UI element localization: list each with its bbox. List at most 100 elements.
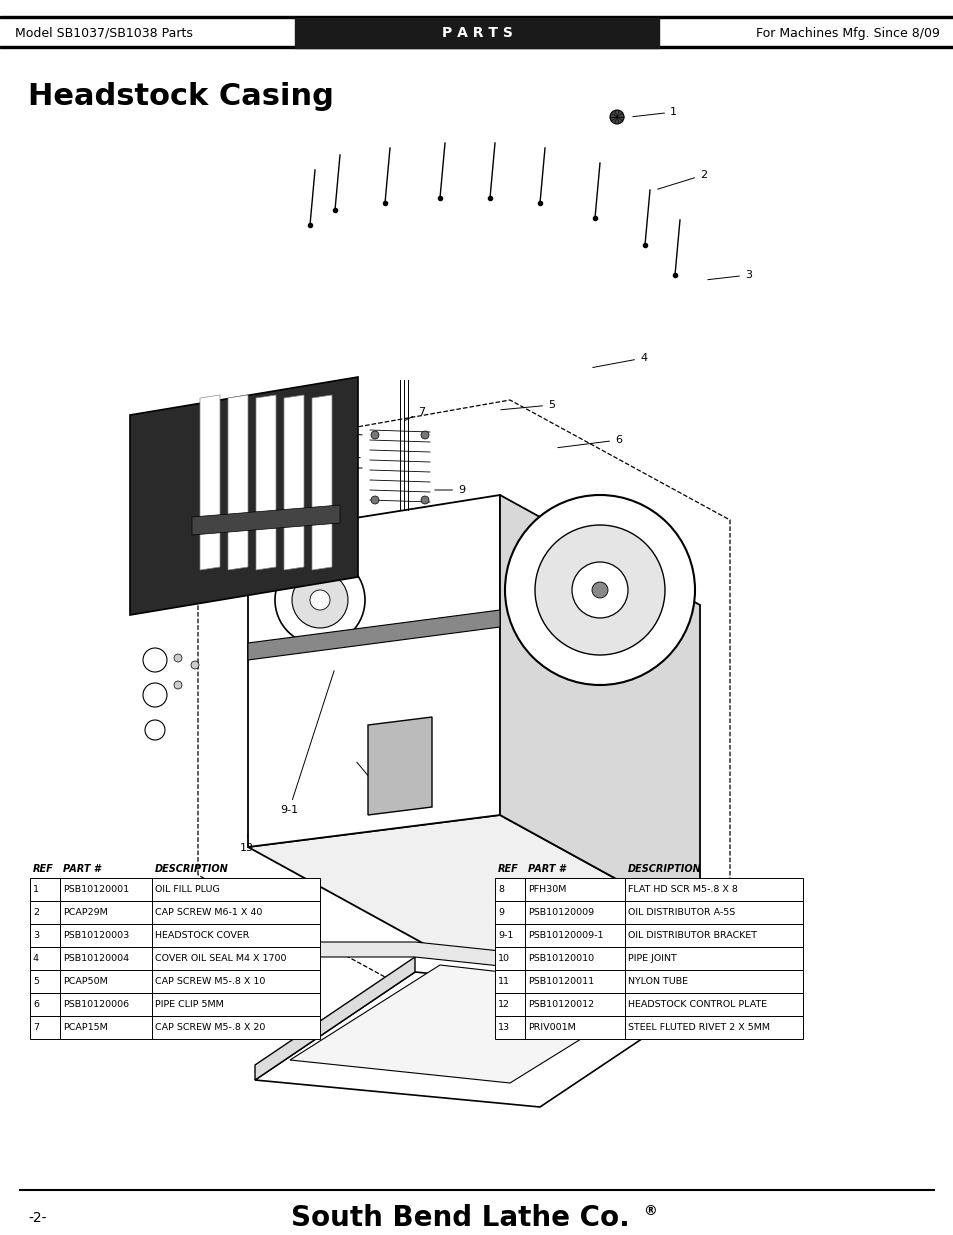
Text: CAP SCREW M5-.8 X 20: CAP SCREW M5-.8 X 20 — [154, 1023, 265, 1032]
Text: REF: REF — [497, 864, 518, 874]
Text: ®: ® — [642, 1204, 656, 1218]
Polygon shape — [284, 395, 304, 571]
Circle shape — [420, 496, 429, 504]
Text: 11: 11 — [297, 447, 360, 458]
Text: FLAT HD SCR M5-.8 X 8: FLAT HD SCR M5-.8 X 8 — [627, 885, 737, 894]
Polygon shape — [255, 395, 275, 571]
Text: 8: 8 — [497, 885, 503, 894]
Circle shape — [292, 572, 348, 629]
Circle shape — [173, 655, 182, 662]
Text: PRIV001M: PRIV001M — [527, 1023, 576, 1032]
Text: PSB10120009-1: PSB10120009-1 — [527, 931, 603, 940]
Polygon shape — [290, 965, 659, 1083]
Text: South Bend Lathe Co.: South Bend Lathe Co. — [291, 1204, 629, 1233]
Text: 9-1: 9-1 — [497, 931, 513, 940]
Bar — [0, 16, 953, 19]
Polygon shape — [248, 495, 499, 847]
Text: PSB10120004: PSB10120004 — [63, 953, 129, 963]
Text: PART #: PART # — [527, 864, 565, 874]
Text: Model SB1037/SB1038 Parts: Model SB1037/SB1038 Parts — [15, 26, 193, 40]
Text: -2-: -2- — [28, 1212, 47, 1225]
Text: 1: 1 — [632, 107, 677, 117]
Polygon shape — [248, 610, 499, 659]
Text: DESCRIPTION: DESCRIPTION — [627, 864, 701, 874]
Text: PCAP50M: PCAP50M — [63, 977, 108, 986]
Text: HEADSTOCK COVER: HEADSTOCK COVER — [154, 931, 249, 940]
Text: Headstock Casing: Headstock Casing — [28, 82, 334, 111]
Bar — [495, 924, 802, 947]
Text: 3: 3 — [33, 931, 39, 940]
Polygon shape — [200, 395, 220, 571]
Text: P A R T S: P A R T S — [441, 26, 512, 40]
Polygon shape — [240, 942, 700, 987]
Text: 4: 4 — [592, 353, 646, 368]
Polygon shape — [130, 377, 357, 615]
Text: 13: 13 — [497, 1023, 510, 1032]
Polygon shape — [248, 815, 700, 957]
Circle shape — [310, 590, 330, 610]
Polygon shape — [254, 972, 700, 1107]
Text: 11: 11 — [497, 977, 510, 986]
Bar — [495, 902, 802, 924]
Bar — [495, 1016, 802, 1039]
Text: DESCRIPTION: DESCRIPTION — [154, 864, 229, 874]
Bar — [0, 46, 953, 48]
Bar — [495, 947, 802, 969]
Bar — [30, 902, 319, 924]
Circle shape — [420, 431, 429, 438]
Bar — [30, 947, 319, 969]
Circle shape — [535, 525, 664, 655]
Polygon shape — [368, 718, 432, 815]
Text: STEEL FLUTED RIVET 2 X 5MM: STEEL FLUTED RIVET 2 X 5MM — [627, 1023, 769, 1032]
Circle shape — [609, 110, 623, 124]
Text: PSB10120001: PSB10120001 — [63, 885, 129, 894]
Text: 2: 2 — [33, 908, 39, 918]
Bar — [495, 969, 802, 993]
Circle shape — [143, 683, 167, 706]
Text: 10: 10 — [299, 427, 362, 437]
Text: PSB10120006: PSB10120006 — [63, 1000, 129, 1009]
Bar — [30, 924, 319, 947]
Bar — [495, 878, 802, 902]
Text: OIL FILL PLUG: OIL FILL PLUG — [154, 885, 219, 894]
Text: 6: 6 — [558, 435, 621, 447]
Bar — [294, 19, 659, 48]
Text: 8: 8 — [317, 463, 362, 473]
Bar — [30, 993, 319, 1016]
Text: 5: 5 — [500, 400, 555, 410]
Text: PIPE CLIP 5MM: PIPE CLIP 5MM — [154, 1000, 224, 1009]
Circle shape — [371, 496, 378, 504]
Polygon shape — [254, 957, 415, 1079]
Text: 12: 12 — [356, 762, 402, 813]
Text: REF: REF — [33, 864, 53, 874]
Text: PIPE JOINT: PIPE JOINT — [627, 953, 676, 963]
Circle shape — [191, 661, 199, 669]
Text: PSB10120011: PSB10120011 — [527, 977, 594, 986]
Text: COVER OIL SEAL M4 X 1700: COVER OIL SEAL M4 X 1700 — [154, 953, 286, 963]
Text: 9: 9 — [435, 485, 465, 495]
Circle shape — [592, 582, 607, 598]
Text: PCAP29M: PCAP29M — [63, 908, 108, 918]
Text: HEADSTOCK CONTROL PLATE: HEADSTOCK CONTROL PLATE — [627, 1000, 766, 1009]
Text: PSB10120009: PSB10120009 — [527, 908, 594, 918]
Polygon shape — [312, 395, 332, 571]
Text: PFH30M: PFH30M — [527, 885, 566, 894]
Bar — [30, 1016, 319, 1039]
Text: PSB10120012: PSB10120012 — [527, 1000, 594, 1009]
Text: 9-1: 9-1 — [280, 671, 334, 815]
Text: For Machines Mfg. Since 8/09: For Machines Mfg. Since 8/09 — [756, 26, 939, 40]
Text: PCAP15M: PCAP15M — [63, 1023, 108, 1032]
Text: 1: 1 — [33, 885, 39, 894]
Text: 12: 12 — [497, 1000, 510, 1009]
Bar — [30, 878, 319, 902]
Circle shape — [572, 562, 627, 618]
Text: OIL DISTRIBUTOR A-5S: OIL DISTRIBUTOR A-5S — [627, 908, 735, 918]
Bar — [495, 993, 802, 1016]
Circle shape — [145, 720, 165, 740]
Text: 7: 7 — [404, 408, 425, 421]
Text: OIL DISTRIBUTOR BRACKET: OIL DISTRIBUTOR BRACKET — [627, 931, 757, 940]
Text: 3: 3 — [707, 270, 751, 280]
Text: CAP SCREW M6-1 X 40: CAP SCREW M6-1 X 40 — [154, 908, 262, 918]
Text: PSB10120010: PSB10120010 — [527, 953, 594, 963]
Polygon shape — [228, 395, 248, 571]
